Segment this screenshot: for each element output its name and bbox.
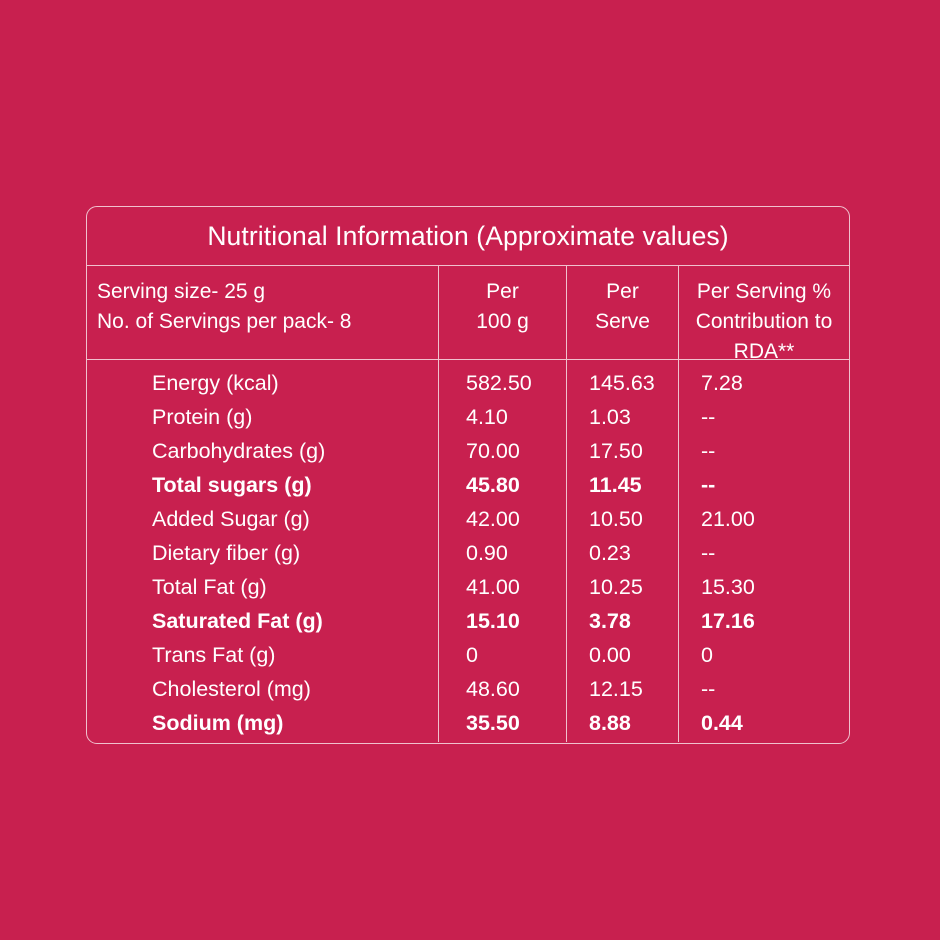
rda-value-cell: -- <box>701 473 716 497</box>
nutrition-information-panel: Nutritional Information (Approximate val… <box>86 206 850 744</box>
nutrient-label-cell: Carbohydrates (g) <box>152 439 326 463</box>
rda-value-cell: -- <box>701 405 716 429</box>
panel-title-row: Nutritional Information (Approximate val… <box>87 207 849 266</box>
per-serve-value-cell: 8.88 <box>589 711 631 735</box>
per-serve-value-cell: 145.63 <box>589 371 655 395</box>
rda-value-cell: 0 <box>701 643 713 667</box>
rda-value-cell: -- <box>701 439 716 463</box>
column-header-per-serve: Per Serve <box>566 266 678 359</box>
per-serve-value-cell: 11.45 <box>589 473 642 497</box>
rda-value-cell: 15.30 <box>701 575 755 599</box>
per-100g-value-cell: 42.00 <box>466 507 520 531</box>
per-serve-value-cell: 12.15 <box>589 677 643 701</box>
rda-value-cell: -- <box>701 677 716 701</box>
rda-line2: Contribution to <box>695 310 833 333</box>
nutrient-label-cell: Total Fat (g) <box>152 575 267 599</box>
per-100g-value-cell: 0.90 <box>466 541 508 565</box>
per-serve-value-column: 145.63 1.03 17.50 11.45 10.50 0.23 10.25 3.78 0.… <box>566 360 678 742</box>
panel-title: Nutritional Information (Approximate val… <box>207 220 729 251</box>
column-header-rda: Per Serving % Contribution to RDA** <box>678 266 849 363</box>
nutrient-label-cell: Cholesterol (mg) <box>152 677 311 701</box>
per-100g-value-cell: 70.00 <box>466 439 520 463</box>
nutrient-label-cell: Total sugars (g) <box>152 473 312 497</box>
table-header-row: Serving size- 25 g No. of Servings per p… <box>87 266 849 363</box>
serving-info-cell: Serving size- 25 g No. of Servings per p… <box>87 266 438 359</box>
nutrient-label-cell: Saturated Fat (g) <box>152 609 323 633</box>
servings-per-pack-text: No. of Servings per pack- 8 <box>97 310 352 333</box>
nutrient-label-column: Energy (kcal) Protein (g) Carbohydrates (g… <box>87 360 438 742</box>
rda-value-column: 7.28 -- -- -- 21.00 -- 15.30 17.16 0 -- 0.44 <box>678 360 849 742</box>
per-serve-value-cell: 17.50 <box>589 439 643 463</box>
nutrient-label-cell: Sodium (mg) <box>152 711 284 735</box>
rda-value-cell: 7.28 <box>701 371 743 395</box>
rda-line1: Per Serving % <box>696 280 832 303</box>
nutrient-label-cell: Dietary fiber (g) <box>152 541 301 565</box>
per-serve-value-cell: 0.00 <box>589 643 631 667</box>
nutrient-label-cell: Energy (kcal) <box>152 371 279 395</box>
per-serve-value-cell: 0.23 <box>589 541 631 565</box>
per-100g-value-cell: 0 <box>466 643 478 667</box>
per-serve-value-cell: 10.25 <box>589 575 643 599</box>
nutrient-label-cell: Protein (g) <box>152 405 253 429</box>
per-serve-line1: Per <box>606 280 639 303</box>
per-100g-value-cell: 4.10 <box>466 405 508 429</box>
per-100g-value-cell: 582.50 <box>466 371 532 395</box>
per-serve-line2: Serve <box>595 310 650 333</box>
per-100g-value-cell: 15.10 <box>466 609 520 633</box>
per-serve-value-cell: 1.03 <box>589 405 631 429</box>
rda-value-cell: 0.44 <box>701 711 743 735</box>
per-100g-value-cell: 35.50 <box>466 711 520 735</box>
per-100g-value-column: 582.50 4.10 70.00 45.80 42.00 0.90 41.00 15.10 0… <box>438 360 566 742</box>
per-serve-value-cell: 10.50 <box>589 507 643 531</box>
rda-value-cell: -- <box>701 541 716 565</box>
rda-value-cell: 21.00 <box>701 507 755 531</box>
per-serve-value-cell: 3.78 <box>589 609 631 633</box>
column-header-per-100g: Per 100 g <box>438 266 566 359</box>
per-100g-value-cell: 41.00 <box>466 575 520 599</box>
table-body: Energy (kcal) Protein (g) Carbohydrates (g… <box>87 360 849 742</box>
serving-size-text: Serving size- 25 g <box>97 280 266 303</box>
per-100g-value-cell: 48.60 <box>466 677 520 701</box>
per-100g-line2: 100 g <box>476 310 529 333</box>
rda-line3: RDA** <box>733 340 795 363</box>
per-100g-line1: Per <box>486 280 519 303</box>
per-100g-value-cell: 45.80 <box>466 473 520 497</box>
nutrient-label-cell: Added Sugar (g) <box>152 507 310 531</box>
nutrient-label-cell: Trans Fat (g) <box>152 643 276 667</box>
rda-value-cell: 17.16 <box>701 609 755 633</box>
